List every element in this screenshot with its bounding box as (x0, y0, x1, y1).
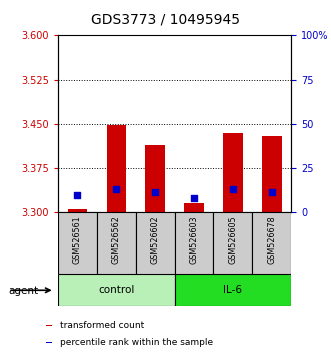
Bar (252, 212, 291, 274)
Text: GSM526602: GSM526602 (151, 216, 160, 264)
Text: GSM526678: GSM526678 (267, 216, 276, 264)
Text: IL-6: IL-6 (223, 285, 242, 295)
Bar (97, 212, 136, 274)
Bar (213, 212, 252, 274)
Point (191, 195, 197, 200)
Bar (58, 212, 97, 274)
Bar (184, 203, 204, 212)
Bar (46, 342, 52, 343)
Text: transformed count: transformed count (60, 321, 144, 330)
Point (114, 186, 119, 192)
Bar (223, 133, 243, 212)
Bar (175, 212, 213, 274)
Point (230, 186, 236, 192)
Bar (136, 212, 175, 274)
Point (75, 192, 80, 198)
Bar (46, 325, 52, 326)
Point (153, 189, 158, 195)
Text: GSM526605: GSM526605 (228, 216, 237, 264)
Text: percentile rank within the sample: percentile rank within the sample (60, 338, 213, 347)
Text: agent: agent (8, 286, 38, 296)
Text: GSM526603: GSM526603 (190, 216, 199, 264)
Bar (262, 136, 282, 212)
Bar (175, 274, 291, 306)
Bar (68, 209, 87, 212)
Point (269, 189, 274, 195)
Text: GSM526562: GSM526562 (112, 216, 121, 264)
Text: GDS3773 / 10495945: GDS3773 / 10495945 (91, 12, 240, 27)
Text: GSM526561: GSM526561 (73, 216, 82, 264)
Bar (145, 144, 165, 212)
Bar (58, 274, 175, 306)
Text: control: control (98, 285, 134, 295)
Bar (107, 125, 126, 212)
